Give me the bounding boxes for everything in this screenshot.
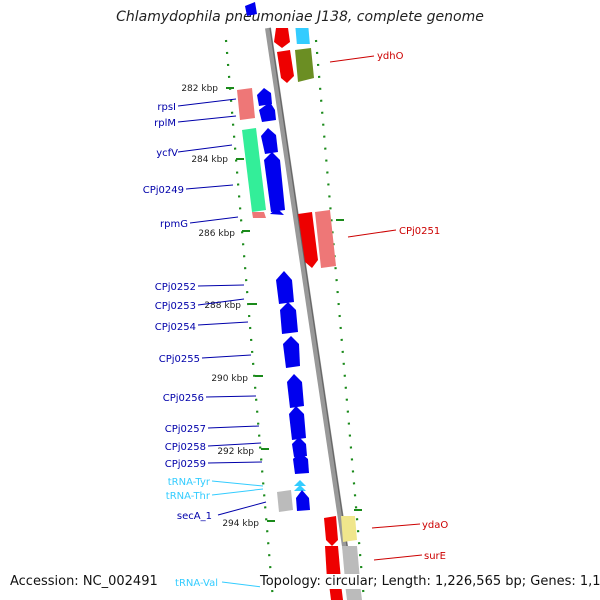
topology-text: Topology: circular; Length: 1,226,565 bp…	[260, 574, 600, 589]
gene-arrow-reverse	[298, 212, 318, 268]
gene-label: tRNA-Thr	[166, 491, 211, 502]
gene-label: rplM	[154, 118, 176, 129]
right-leader-lines	[329, 55, 423, 561]
gene-tRNA-Thr	[294, 485, 306, 491]
gene-label: CPj0257	[165, 424, 206, 435]
gene-CPj0254	[280, 302, 298, 334]
rna-feature	[295, 28, 310, 44]
gene-label: CPj0254	[155, 322, 196, 333]
inner-tick-ring	[224, 39, 275, 600]
gene-arrow-forward	[257, 88, 272, 106]
gene-label: ycfV	[156, 148, 178, 159]
gene-tRNA-Tyr	[294, 480, 306, 486]
right-labels: ydhO CPj0251 ydaO surE	[377, 51, 448, 562]
gene-surE	[342, 546, 360, 580]
gene-CPj0256	[287, 374, 304, 408]
map-title: Chlamydophila pneumoniae J138, complete …	[116, 9, 484, 25]
gene-label: tRNA-Val	[175, 578, 218, 589]
tick-label: 294 kbp	[222, 519, 259, 529]
gene-rpmG	[252, 212, 266, 218]
gene-arrow-forward	[245, 2, 257, 16]
gene-label: ydhO	[377, 51, 404, 62]
gene-arrow-forward	[264, 152, 285, 212]
tick-label: 284 kbp	[191, 155, 228, 165]
gene-CPj0255	[283, 336, 300, 368]
backbone-shadow	[269, 27, 356, 600]
gene-arrow-reverse	[274, 28, 290, 48]
tick-label: 290 kbp	[211, 374, 248, 384]
reverse-strand-features	[274, 28, 362, 600]
gene-arrow-forward	[259, 102, 276, 122]
left-leader-lines	[177, 98, 267, 516]
tick-label: 286 kbp	[198, 229, 235, 239]
accession-text: Accession: NC_002491	[10, 574, 158, 589]
gene-label: CPj0251	[399, 226, 440, 237]
gene-label: CPj0255	[159, 354, 200, 365]
gene-label: CPj0253	[155, 301, 196, 312]
gene-secA_1	[296, 490, 310, 511]
gene-label: ydaO	[422, 520, 448, 531]
gene-label: CPj0249	[143, 185, 184, 196]
gene-label: tRNA-Tyr	[168, 477, 211, 488]
tick-label: 288 kbp	[204, 301, 241, 311]
gene-arrow-forward	[270, 208, 284, 215]
gene-label: CPj0259	[165, 459, 206, 470]
gene-arrow-reverse	[324, 516, 338, 546]
gene-CPj0257	[289, 406, 306, 440]
gene-CPj0251	[315, 210, 336, 268]
tick-label: 282 kbp	[181, 84, 218, 94]
gene-label: rpmG	[160, 219, 188, 230]
left-labels: rpsI rplM ycfV CPj0249 rpmG CPj0252 CPj0…	[143, 102, 218, 589]
gene-label: CPj0258	[165, 442, 206, 453]
gene-rpsI	[237, 88, 255, 120]
gene-CPj0259	[293, 452, 309, 474]
forward-strand-features	[237, 2, 310, 512]
backbone-line	[265, 27, 356, 600]
gene-CPj0258	[292, 437, 307, 457]
gene-label: rpsI	[157, 102, 176, 113]
tick-label: 292 kbp	[217, 447, 254, 457]
gene-ycfV	[242, 128, 266, 212]
gene-arrow-forward	[261, 128, 278, 154]
gene-label: secA_1	[177, 511, 212, 522]
gene-ydhO	[295, 48, 314, 82]
gene-ydaO	[341, 516, 357, 542]
gene-CPj0252	[276, 271, 294, 304]
gene-label: surE	[424, 551, 446, 562]
gene-arrow-reverse	[325, 546, 341, 580]
gene-arrow-reverse	[277, 50, 294, 83]
gene-label: CPj0256	[163, 393, 204, 404]
gene-feature	[277, 490, 293, 512]
gene-label: CPj0252	[155, 282, 196, 293]
outer-tick-ring	[314, 39, 366, 600]
ticks: 282 kbp 284 kbp 286 kbp 288 kbp 290 kbp …	[181, 84, 362, 529]
rna-leader-lines	[211, 480, 271, 589]
